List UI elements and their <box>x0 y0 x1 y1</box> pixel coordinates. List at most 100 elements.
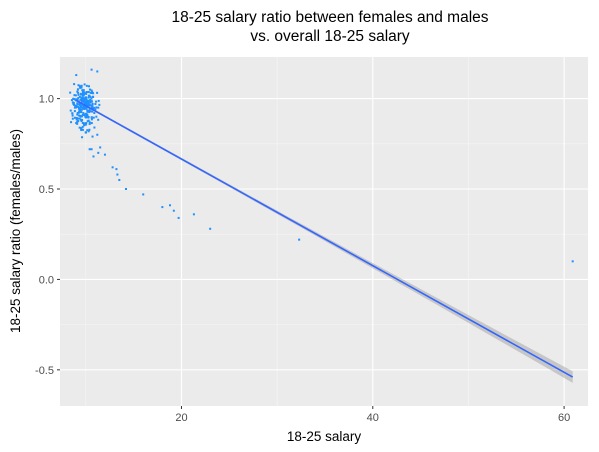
x-tick-label: 40 <box>367 412 379 424</box>
data-point <box>81 94 84 97</box>
data-point <box>96 133 99 136</box>
data-point <box>97 151 100 154</box>
data-point <box>89 98 92 101</box>
data-point <box>78 102 81 105</box>
data-point <box>82 112 85 115</box>
y-axis: -0.5 0.0 0.5 1.0 <box>35 94 60 377</box>
data-point <box>85 115 88 118</box>
data-point <box>86 113 89 116</box>
data-point <box>81 93 84 96</box>
data-point <box>90 116 93 119</box>
data-point <box>85 84 88 87</box>
data-point <box>82 100 85 103</box>
data-point <box>97 106 100 109</box>
data-point <box>81 97 84 100</box>
data-point <box>85 92 88 95</box>
data-point <box>81 121 84 124</box>
data-point <box>80 100 83 103</box>
data-point <box>95 115 98 118</box>
data-point <box>77 114 80 117</box>
data-point <box>73 106 76 109</box>
data-point <box>88 128 91 131</box>
data-point <box>161 206 164 209</box>
data-point <box>78 117 81 120</box>
data-point <box>169 204 171 207</box>
data-point <box>79 86 82 89</box>
data-point <box>81 90 84 93</box>
data-point <box>79 104 82 107</box>
data-point <box>80 108 83 111</box>
data-point <box>77 97 80 100</box>
y-tick-label: -0.5 <box>35 365 54 377</box>
data-point <box>91 105 94 108</box>
data-point <box>77 93 80 96</box>
data-point <box>89 110 92 113</box>
data-point <box>95 106 98 109</box>
data-point <box>75 122 78 125</box>
data-point <box>88 85 91 88</box>
data-point <box>89 96 92 99</box>
data-point <box>90 100 93 103</box>
data-point <box>87 102 90 105</box>
data-point <box>80 127 83 130</box>
data-point <box>116 173 119 176</box>
data-point <box>85 97 88 100</box>
data-point <box>83 83 86 86</box>
data-point <box>88 103 91 106</box>
data-point <box>90 122 93 125</box>
data-point <box>95 100 98 103</box>
data-point <box>84 123 87 126</box>
data-point <box>99 146 102 149</box>
data-point <box>209 227 212 230</box>
data-point <box>87 116 90 119</box>
data-point <box>76 88 79 91</box>
data-point <box>70 121 73 124</box>
data-point <box>77 105 80 108</box>
data-point <box>83 91 86 94</box>
data-point <box>77 117 80 120</box>
data-point <box>89 91 92 94</box>
data-point <box>86 129 89 132</box>
data-point <box>92 96 95 99</box>
chart-subtitle: vs. overall 18-25 salary <box>250 28 410 45</box>
data-point <box>115 168 118 171</box>
data-point <box>88 88 91 91</box>
data-point <box>76 113 79 116</box>
data-point <box>72 97 75 100</box>
data-point <box>93 112 96 115</box>
data-point <box>91 110 94 113</box>
data-point <box>81 125 84 128</box>
data-point <box>69 91 72 94</box>
data-point <box>80 86 83 89</box>
data-point <box>75 74 78 77</box>
x-axis: 20 40 60 <box>175 406 570 424</box>
data-point <box>91 106 94 109</box>
data-point <box>81 113 84 116</box>
data-point <box>71 117 74 120</box>
data-point <box>69 109 72 112</box>
chart-title: 18-25 salary ratio between females and m… <box>171 9 488 26</box>
data-point <box>91 92 94 95</box>
data-point <box>85 107 88 110</box>
data-point <box>78 107 81 110</box>
data-point <box>77 84 80 87</box>
data-point <box>97 118 100 121</box>
data-point <box>81 136 84 139</box>
data-point <box>85 91 88 94</box>
data-point <box>118 178 121 181</box>
data-point <box>172 209 175 212</box>
data-point <box>85 99 88 102</box>
data-point <box>73 83 76 86</box>
plot-panel <box>60 57 588 406</box>
data-point <box>79 109 82 112</box>
data-point <box>85 102 88 105</box>
data-point <box>76 120 79 123</box>
data-point <box>90 118 93 121</box>
data-point <box>80 115 83 118</box>
data-point <box>72 102 75 105</box>
fit-line-layer <box>75 99 574 378</box>
data-point <box>87 130 90 133</box>
data-point <box>91 90 94 93</box>
data-point <box>85 104 88 107</box>
data-point <box>87 100 90 103</box>
